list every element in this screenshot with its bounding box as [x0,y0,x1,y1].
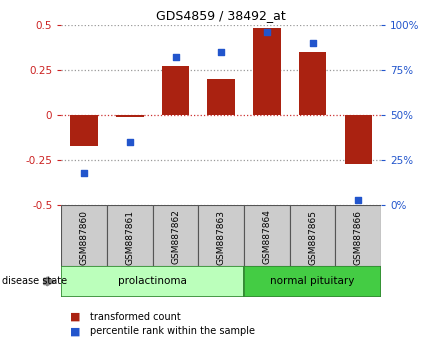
Point [263,29,270,35]
Bar [107,205,153,266]
Point [126,139,133,145]
Text: GSM887864: GSM887864 [262,210,272,264]
Text: GSM887860: GSM887860 [80,210,88,264]
Title: GDS4859 / 38492_at: GDS4859 / 38492_at [156,9,286,22]
Text: GSM887865: GSM887865 [308,210,317,264]
Text: normal pituitary: normal pituitary [270,276,355,286]
Text: percentile rank within the sample: percentile rank within the sample [90,326,255,336]
Bar [336,205,381,266]
Bar [244,266,381,297]
Bar [253,28,281,115]
Bar [162,66,189,115]
Bar [299,52,326,115]
Text: GSM887863: GSM887863 [217,210,226,264]
Bar [198,205,244,266]
Bar [290,205,336,266]
Bar [61,205,107,266]
Point [172,55,179,60]
Text: ■: ■ [70,312,81,322]
Text: GSM887861: GSM887861 [125,210,134,264]
Bar [208,79,235,115]
Text: transformed count: transformed count [90,312,180,322]
Text: GSM887862: GSM887862 [171,210,180,264]
Text: GSM887866: GSM887866 [354,210,363,264]
Bar [71,115,98,146]
Point [355,197,362,203]
Text: prolactinoma: prolactinoma [118,276,187,286]
Bar [244,205,290,266]
Bar [345,115,372,164]
Point [309,40,316,46]
Text: ■: ■ [70,326,81,336]
Point [218,49,225,55]
Bar [153,205,198,266]
Text: disease state: disease state [2,276,67,286]
Bar [61,266,244,297]
Bar [116,115,144,117]
Point [81,170,88,176]
